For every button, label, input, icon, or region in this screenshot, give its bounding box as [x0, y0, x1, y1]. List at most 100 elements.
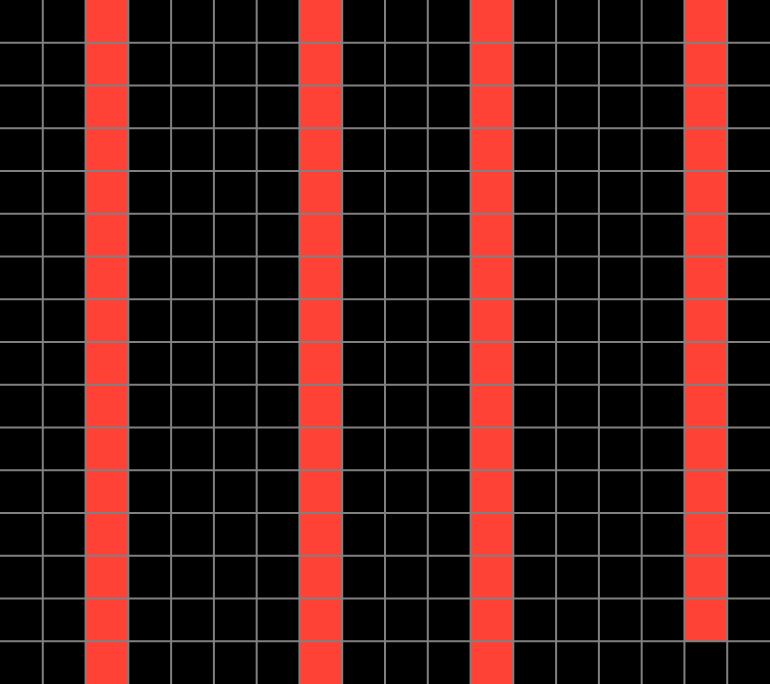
grid-cell [128, 384, 172, 428]
grid-cell [641, 42, 685, 86]
grid-cell [213, 299, 257, 342]
grid-cell [256, 641, 300, 684]
grid-cell [256, 128, 300, 171]
grid-cell [470, 213, 514, 257]
grid-cell [727, 641, 770, 684]
grid-cell [171, 256, 214, 300]
grid-cell [342, 213, 385, 257]
grid-cell [470, 598, 514, 642]
grid-cell [470, 342, 514, 385]
grid-cell [470, 427, 514, 471]
grid-cell [727, 598, 770, 642]
grid-cell [213, 171, 257, 214]
grid-cell [342, 42, 385, 86]
grid-cell [299, 171, 343, 214]
grid-cell [598, 641, 642, 684]
grid-cell [171, 513, 214, 556]
grid-cell [727, 128, 770, 171]
grid-cell [128, 299, 172, 342]
grid-cell [727, 171, 770, 214]
grid-cell [42, 513, 86, 556]
grid-cell [556, 128, 599, 171]
grid-cell [427, 513, 471, 556]
grid-cell [256, 513, 300, 556]
grid-cell [513, 299, 557, 342]
grid-cell [128, 256, 172, 300]
grid-cell [684, 342, 728, 385]
grid-cell [42, 256, 86, 300]
grid-cell [342, 598, 385, 642]
grid-cell [171, 128, 214, 171]
grid-cell [470, 85, 514, 129]
grid-cell [470, 555, 514, 599]
grid-cell [0, 299, 43, 342]
grid-cell [42, 641, 86, 684]
grid-cell [598, 342, 642, 385]
grid-cell [0, 641, 43, 684]
grid-cell [641, 342, 685, 385]
grid-cell [513, 598, 557, 642]
grid-cell [513, 213, 557, 257]
grid-cell [256, 171, 300, 214]
grid-cell [598, 171, 642, 214]
grid-cell [385, 128, 428, 171]
grid-cell [171, 555, 214, 599]
grid-cell [0, 598, 43, 642]
grid-cell [598, 0, 642, 43]
grid-cell [385, 641, 428, 684]
grid-cell [427, 299, 471, 342]
grid-cell [556, 641, 599, 684]
grid-cell [513, 555, 557, 599]
grid-cell [513, 641, 557, 684]
grid-cell [385, 299, 428, 342]
grid-cell [641, 128, 685, 171]
grid-cell [513, 128, 557, 171]
grid-cell [342, 0, 385, 43]
grid-cell [299, 299, 343, 342]
grid-cell [85, 342, 129, 385]
grid-cell [42, 555, 86, 599]
grid-cell [470, 384, 514, 428]
grid-cell [299, 0, 343, 43]
grid-cell [299, 513, 343, 556]
grid-cell [556, 555, 599, 599]
grid-cell [213, 342, 257, 385]
grid-cell [513, 256, 557, 300]
grid-cell [299, 256, 343, 300]
grid-cell [42, 213, 86, 257]
grid-cell [85, 641, 129, 684]
grid-cell [213, 0, 257, 43]
grid-cell [641, 427, 685, 471]
grid-cell [0, 384, 43, 428]
grid-cell [684, 85, 728, 129]
grid-cell [85, 171, 129, 214]
grid-cell [598, 555, 642, 599]
grid-cell [85, 128, 129, 171]
grid-cell [556, 470, 599, 513]
grid-cell [556, 85, 599, 129]
grid-cell [342, 384, 385, 428]
grid-cell [641, 85, 685, 129]
grid-cell [85, 42, 129, 86]
grid-cell [727, 256, 770, 300]
grid-cell [85, 598, 129, 642]
grid-cell [684, 213, 728, 257]
grid-cell [470, 256, 514, 300]
grid-cell [128, 128, 172, 171]
grid-cell [213, 256, 257, 300]
grid-cell [385, 213, 428, 257]
grid-cell [299, 42, 343, 86]
grid-cell [342, 641, 385, 684]
grid-cell [684, 513, 728, 556]
grid-cell [42, 128, 86, 171]
grid-cell [684, 641, 728, 684]
grid-cell [213, 641, 257, 684]
grid-cell [385, 342, 428, 385]
grid-cell [427, 213, 471, 257]
grid-cell [385, 470, 428, 513]
grid-cell [0, 256, 43, 300]
grid-cell [128, 555, 172, 599]
grid-cell [641, 470, 685, 513]
grid-cell [128, 85, 172, 129]
